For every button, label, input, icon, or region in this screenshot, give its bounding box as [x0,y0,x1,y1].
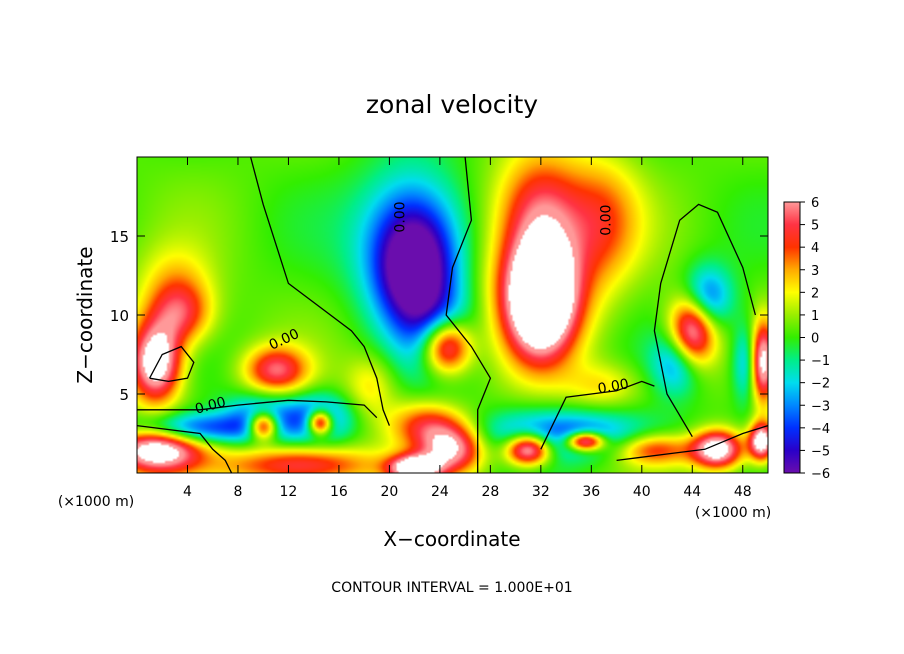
contour-label: 0.00 [597,376,630,397]
colorbar-gradient [783,201,801,474]
x-tick-label: 12 [280,484,298,500]
x-tick-label: 28 [481,484,499,500]
colorbar-tick-label: −6 [811,467,830,482]
contour-label: 0.00 [598,205,614,236]
contour-lines [136,156,769,474]
colorbar-tick-label: −3 [811,399,830,414]
heatmap-image [137,157,768,473]
contour-line [445,156,492,473]
y-tick-label: 15 [110,228,129,246]
colorbar-tick-label: −2 [811,377,830,392]
contour-line [249,156,391,426]
x-tick-label: 40 [633,484,651,500]
x-tick-label: 4 [183,484,192,500]
contour-line [149,345,195,383]
y-tick-label: 5 [119,386,129,404]
colorbar-tick-label: −1 [811,354,830,369]
contour-interval-note: CONTOUR INTERVAL = 1.000E+01 [331,580,572,596]
x-axis-ticks: 4 8 12 16 20 24 28 32 36 40 44 48 [183,157,752,500]
colorbar-tick-label: −4 [811,422,830,437]
colorbar-tick-label: 1 [811,309,819,324]
y-axis-ticks: 5 10 15 [110,228,768,404]
x-axis-label: X−coordinate [383,527,520,551]
x-tick-label: 8 [233,484,242,500]
x-tick-label: 32 [532,484,550,500]
y-axis-label: Z−coordinate [73,246,97,383]
x-tick-label: 16 [330,484,348,500]
x-tick-label: 48 [734,484,752,500]
contour-label: 0.00 [393,201,409,232]
colorbar-tick-label: 6 [811,196,819,211]
x-unit-left: (×1000 m) [58,494,134,510]
y-tick-label: 10 [110,307,129,325]
x-tick-label: 20 [380,484,398,500]
x-tick-label: 36 [582,484,600,500]
plot-area: 0.000.000.000.000.00 4 8 12 16 20 24 28 32 36 40 4… [110,156,769,500]
chart-title: zonal velocity [366,90,538,119]
contour-label: 0.00 [193,394,227,418]
contour-line [137,399,378,419]
contour-line [653,203,757,438]
colorbar-tick-label: 3 [811,264,819,279]
contour-line [136,424,233,474]
colorbar-tick-label: 4 [811,241,819,256]
x-tick-label: 44 [683,484,701,500]
contour-line [616,424,769,462]
colorbar-tick-label: 0 [811,332,819,347]
contour-line [540,380,655,450]
colorbar-tick-label: −5 [811,444,830,459]
colorbar-tick-label: 2 [811,286,819,301]
x-unit-right: (×1000 m) [695,505,771,521]
contour-labels: 0.000.000.000.000.00 [193,201,630,417]
colorbar: 6 5 4 3 2 1 0 −1 −2 −3 −4 −5 −6 [783,196,830,482]
colorbar-tick-label: 5 [811,219,819,234]
x-tick-label: 24 [431,484,449,500]
colorbar-ticks: 6 5 4 3 2 1 0 −1 −2 −3 −4 −5 −6 [800,196,830,482]
